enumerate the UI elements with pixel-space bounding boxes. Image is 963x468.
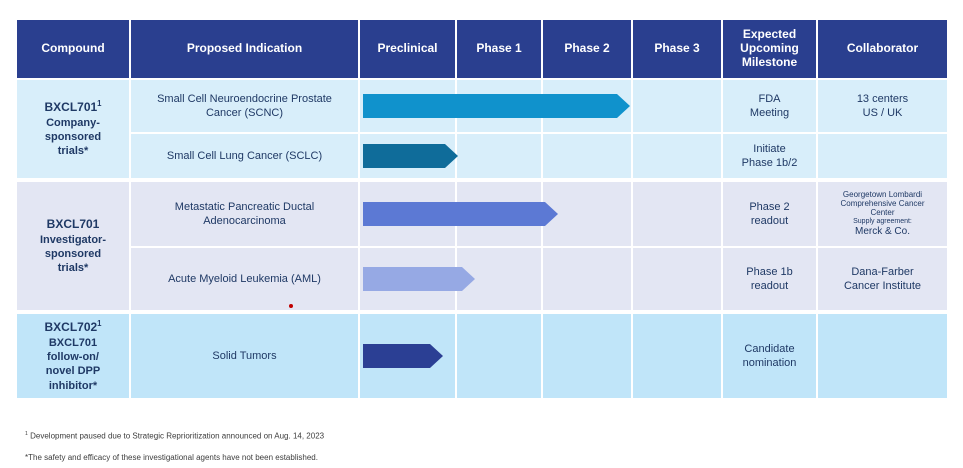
phase-lane-sclc bbox=[360, 134, 723, 178]
compound-cell-bxcl701-company: BXCL7011 Company- sponsored trials* bbox=[17, 80, 131, 178]
group-bxcl701-company: BXCL7011 Company- sponsored trials* Smal… bbox=[17, 80, 947, 178]
collaborator-pancreatic: Georgetown Lombardi Comprehensive Cancer… bbox=[818, 182, 947, 248]
group-bxcl701-investigator: BXCL701 Investigator- sponsored trials* … bbox=[17, 182, 947, 310]
lane-divider bbox=[631, 80, 633, 132]
indication-aml: Acute Myeloid Leukemia (AML) bbox=[131, 248, 360, 310]
lane-divider bbox=[541, 314, 543, 398]
header-phase-1: Phase 1 bbox=[457, 20, 543, 78]
milestone-sclc: Initiate Phase 1b/2 bbox=[723, 134, 818, 178]
indication-pancreatic: Metastatic Pancreatic Ductal Adenocarcin… bbox=[131, 182, 360, 248]
milestone-aml: Phase 1b readout bbox=[723, 248, 818, 310]
supply-agreement-label: Supply agreement: bbox=[853, 217, 912, 225]
milestone-scnc: FDA Meeting bbox=[723, 80, 818, 134]
indication-solid-tumors: Solid Tumors bbox=[131, 314, 360, 398]
header-collaborator: Collaborator bbox=[818, 20, 947, 78]
footnote-2: *The safety and efficacy of these invest… bbox=[25, 453, 318, 462]
header-phase-3: Phase 3 bbox=[633, 20, 723, 78]
phase-lane-scnc bbox=[360, 80, 723, 134]
group-bxcl702: BXCL7021 BXCL701 follow-on/ novel DPP in… bbox=[17, 314, 947, 398]
milestone-solid-tumors: Candidate nomination bbox=[723, 314, 818, 398]
milestone-pancreatic: Phase 2 readout bbox=[723, 182, 818, 248]
collaborator-sclc bbox=[818, 134, 947, 178]
compound-subtitle: Investigator- sponsored trials* bbox=[39, 233, 106, 275]
indication-scnc: Small Cell Neuroendocrine Prostate Cance… bbox=[131, 80, 360, 134]
compound-title: BXCL7021 bbox=[44, 319, 102, 335]
red-asterisk-mark bbox=[289, 304, 293, 308]
lane-divider bbox=[631, 248, 633, 310]
header-compound: Compound bbox=[17, 20, 131, 78]
progress-bar-aml bbox=[363, 267, 475, 291]
compound-cell-bxcl701-investigator: BXCL701 Investigator- sponsored trials* bbox=[17, 182, 131, 310]
lane-divider bbox=[541, 134, 543, 178]
compound-subtitle: BXCL701 follow-on/ novel DPP inhibitor* bbox=[45, 336, 101, 392]
compound-cell-bxcl702: BXCL7021 BXCL701 follow-on/ novel DPP in… bbox=[17, 314, 131, 398]
header-preclinical: Preclinical bbox=[360, 20, 457, 78]
compound-title: BXCL701 bbox=[46, 217, 100, 232]
collaborator-name: Georgetown Lombardi Comprehensive Cancer… bbox=[840, 190, 925, 218]
compound-subtitle: Company- sponsored trials* bbox=[44, 116, 102, 158]
phase-lane-solid-tumors bbox=[360, 314, 723, 398]
collaborator-scnc: 13 centers US / UK bbox=[818, 80, 947, 134]
progress-bar-scnc bbox=[363, 94, 630, 118]
progress-bar-sclc bbox=[363, 144, 458, 168]
indication-sclc: Small Cell Lung Cancer (SCLC) bbox=[131, 134, 360, 178]
phase-lane-pancreatic bbox=[360, 182, 723, 248]
lane-divider bbox=[631, 314, 633, 398]
table-header-row: Compound Proposed Indication Preclinical… bbox=[17, 20, 947, 78]
collaborator-aml: Dana-Farber Cancer Institute bbox=[818, 248, 947, 310]
progress-bar-solid-tumors bbox=[363, 344, 443, 368]
supply-agreement-partner: Merck & Co. bbox=[854, 225, 910, 237]
lane-divider bbox=[541, 248, 543, 310]
pipeline-table: Compound Proposed Indication Preclinical… bbox=[17, 20, 947, 402]
progress-bar-pancreatic bbox=[363, 202, 558, 226]
header-proposed-indication: Proposed Indication bbox=[131, 20, 360, 78]
lane-divider bbox=[631, 134, 633, 178]
lane-divider bbox=[631, 182, 633, 246]
lane-divider bbox=[455, 314, 457, 398]
compound-title: BXCL7011 bbox=[44, 99, 102, 115]
footnote-1: 1 Development paused due to Strategic Re… bbox=[25, 431, 325, 441]
collaborator-solid-tumors bbox=[818, 314, 947, 398]
phase-lane-aml bbox=[360, 248, 723, 310]
header-expected-upcoming-milestone: Expected Upcoming Milestone bbox=[723, 20, 818, 78]
header-phase-2: Phase 2 bbox=[543, 20, 633, 78]
